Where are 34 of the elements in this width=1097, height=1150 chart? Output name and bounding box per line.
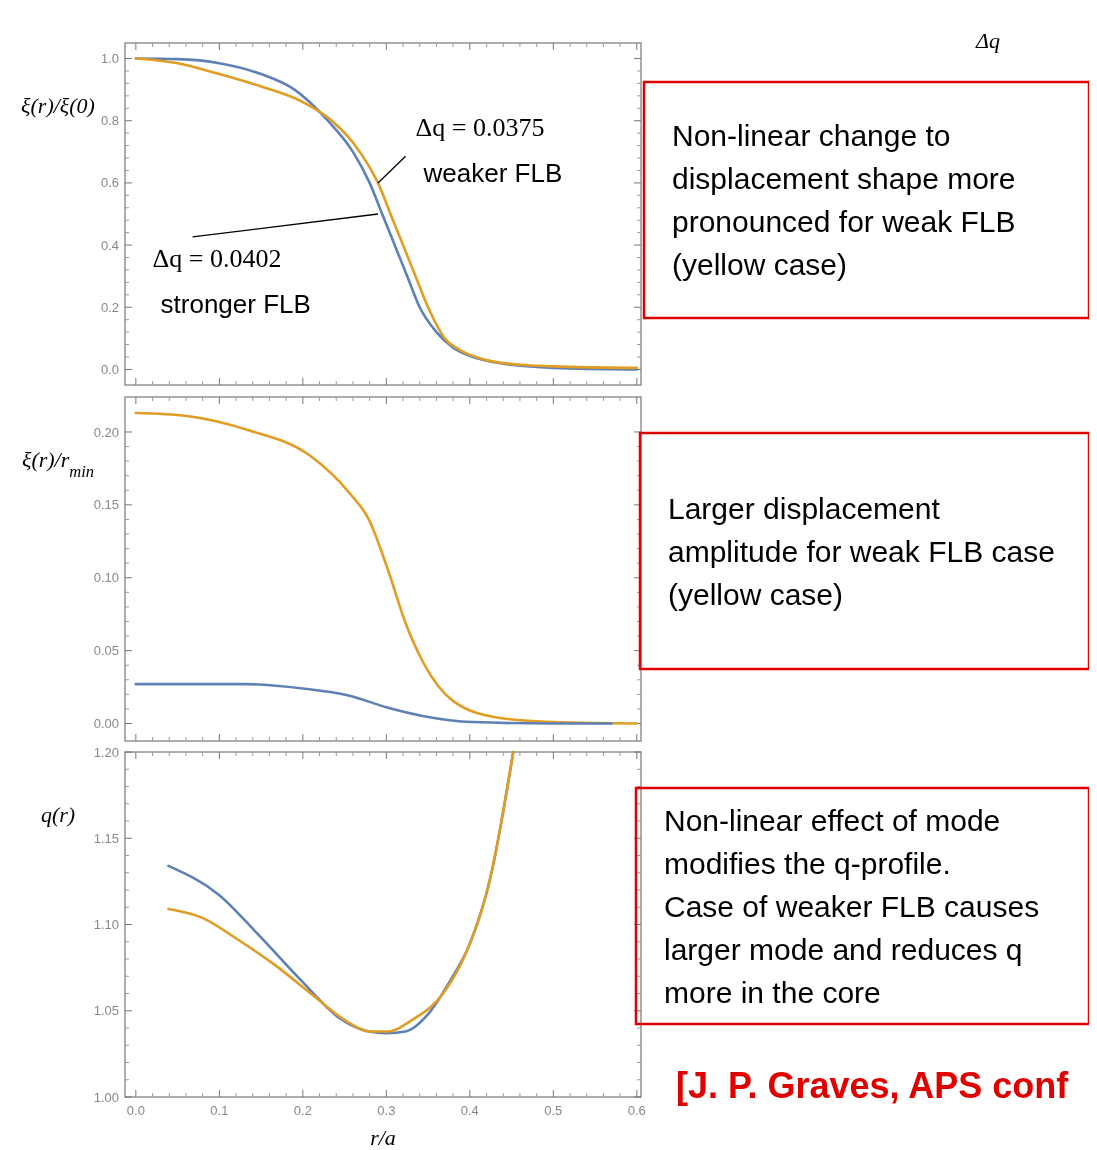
annotation: Δq = 0.0375 weaker FLB [415,113,563,189]
y-tick-label: 0.05 [93,643,119,659]
text: Non-linear effect of mode modifies the q-profile. Case of weaker FLB causes larger mode and reduces q more in the core [664,803,1040,1009]
y-tick-label: 0.20 [93,424,119,440]
y-tick-label: 1.15 [93,830,119,846]
text: [J. P. Graves, APS conf [676,1065,1070,1106]
y-tick-label: 0.0 [100,362,119,377]
y-tick-label: 0.8 [100,113,119,129]
x-tick-label: 0.2 [293,1103,312,1118]
y-tick-label: 0.15 [93,497,119,513]
y-tick-label: 0.4 [100,237,119,253]
text: Non-linear change to displacement shape more pronounced for weak FLB (yellow case) [672,119,1016,281]
y-tick-label: 1.00 [93,1089,119,1105]
text: Larger displacement amplitude for weak FLB case (yellow case) [668,491,1055,611]
y-tick-label: 1.0 [100,51,119,67]
y-tick-label: 0.2 [100,299,119,315]
x-tick-label: 0.0 [126,1103,145,1118]
y-tick-label: 1.20 [93,744,119,760]
annotation: Δq = 0.0402 stronger FLB [152,243,311,319]
x-tick-label: 0.6 [627,1103,646,1118]
x-tick-label: 0.5 [544,1103,563,1118]
x-axis-title: r/a [370,1125,396,1150]
y-axis-title: q(r) [40,802,76,827]
text: Δq [975,28,1000,53]
y-tick-label: 1.05 [93,1003,119,1019]
x-tick-label: 0.1 [210,1103,229,1118]
y-tick-label: 1.10 [93,917,119,933]
y-tick-label: 0.00 [93,716,119,732]
x-tick-label: 0.4 [460,1103,479,1118]
y-tick-label: 0.10 [93,570,119,586]
x-tick-label: 0.3 [377,1103,396,1118]
y-tick-label: 0.6 [100,175,119,191]
y-axis-title: ξ(r)/ξ(0) [21,93,95,118]
y-axis-title: ξ(r)/r$_{min}$ [21,447,95,481]
